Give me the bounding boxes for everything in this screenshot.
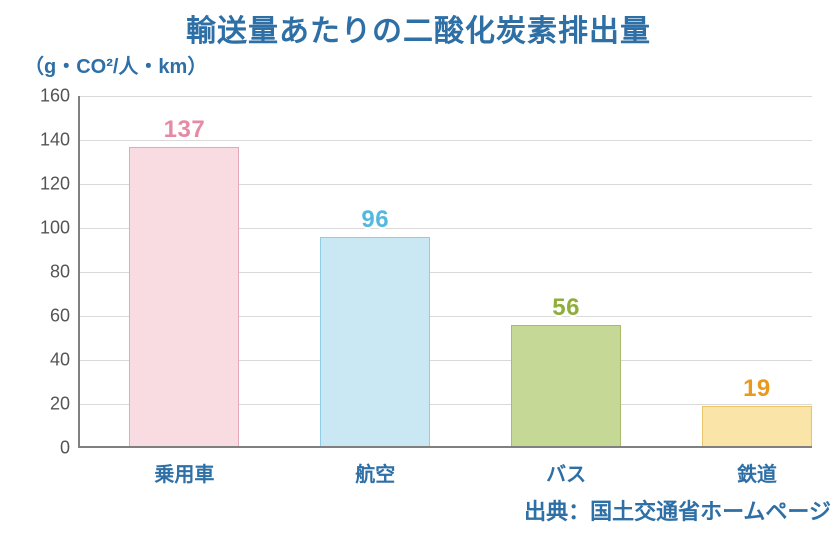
- ytick-label: 20: [50, 394, 70, 415]
- xtick-label: 乗用車: [154, 458, 214, 487]
- bar: 1919: [702, 406, 812, 448]
- bar: 137137: [129, 147, 239, 448]
- chart-unit-label: （g・CO²/人・km）: [24, 50, 207, 79]
- ytick-label: 120: [40, 174, 70, 195]
- bar-value-label: 5656: [552, 294, 580, 322]
- bar-value-label: 9696: [361, 206, 389, 234]
- ytick-label: 140: [40, 130, 70, 151]
- xtick-label: バス: [546, 458, 586, 487]
- bars-layer: 137137 9696 5656 1919: [78, 96, 812, 448]
- ytick-label: 40: [50, 350, 70, 371]
- chart-title: 輸送量あたりの二酸化炭素排出量: [0, 6, 837, 50]
- x-axis-line: [78, 446, 812, 448]
- ytick-label: 0: [60, 438, 70, 459]
- bar-value-label: 137137: [164, 116, 206, 144]
- xtick-label: 鉄道: [737, 458, 777, 487]
- y-axis-line: [78, 96, 80, 448]
- ytick-label: 80: [50, 262, 70, 283]
- bar: 5656: [511, 325, 621, 448]
- ytick-label: 60: [50, 306, 70, 327]
- chart-source: 出典：国土交通省ホームページ: [524, 494, 831, 526]
- chart-root: 輸送量あたりの二酸化炭素排出量 （g・CO²/人・km） 0 20 40 60 80 10…: [0, 0, 837, 534]
- bar: 9696: [320, 237, 430, 448]
- ytick-label: 160: [40, 86, 70, 107]
- plot-area: 020406080100120140160 137137969656561919…: [78, 96, 812, 448]
- ytick-label: 100: [40, 218, 70, 239]
- bar-value-label: 1919: [743, 375, 771, 403]
- xtick-label: 航空: [355, 458, 395, 487]
